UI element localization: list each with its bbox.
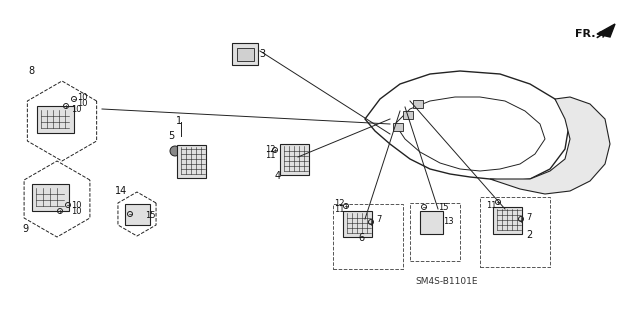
Text: 15: 15: [438, 203, 449, 211]
Text: 6: 6: [358, 233, 364, 243]
FancyBboxPatch shape: [419, 211, 442, 234]
FancyBboxPatch shape: [125, 204, 150, 225]
Text: 3: 3: [259, 49, 265, 59]
Text: 10: 10: [71, 207, 81, 217]
Text: 10: 10: [77, 99, 88, 108]
Text: 10: 10: [71, 202, 81, 211]
Text: 11: 11: [486, 202, 497, 211]
Polygon shape: [597, 24, 615, 37]
FancyBboxPatch shape: [237, 48, 253, 61]
Text: 14: 14: [115, 186, 127, 196]
Text: 7: 7: [376, 214, 381, 224]
FancyBboxPatch shape: [342, 211, 371, 236]
Circle shape: [170, 146, 180, 156]
Text: 8: 8: [28, 66, 34, 76]
Text: 9: 9: [22, 224, 28, 234]
Text: 11: 11: [265, 152, 275, 160]
Text: 1: 1: [176, 116, 182, 126]
Text: 11: 11: [334, 205, 344, 214]
Text: 13: 13: [443, 217, 454, 226]
Text: 2: 2: [526, 230, 532, 240]
FancyBboxPatch shape: [177, 145, 205, 177]
Text: 5: 5: [168, 131, 174, 141]
Text: 12: 12: [265, 145, 275, 154]
Bar: [393, 123, 403, 131]
Text: 10: 10: [71, 106, 81, 115]
Text: SM4S-B1101E: SM4S-B1101E: [415, 277, 477, 286]
FancyBboxPatch shape: [493, 206, 522, 234]
Text: FR.: FR.: [575, 29, 595, 39]
Bar: [413, 100, 423, 108]
FancyBboxPatch shape: [36, 106, 74, 132]
FancyBboxPatch shape: [232, 43, 258, 65]
Text: 10: 10: [77, 93, 88, 101]
Bar: [403, 111, 413, 119]
Text: 7: 7: [526, 213, 531, 222]
FancyBboxPatch shape: [31, 183, 68, 211]
Text: 12: 12: [334, 199, 344, 209]
FancyBboxPatch shape: [280, 144, 308, 174]
Text: 4: 4: [275, 171, 281, 181]
Polygon shape: [490, 97, 610, 194]
Text: 15: 15: [145, 211, 156, 220]
